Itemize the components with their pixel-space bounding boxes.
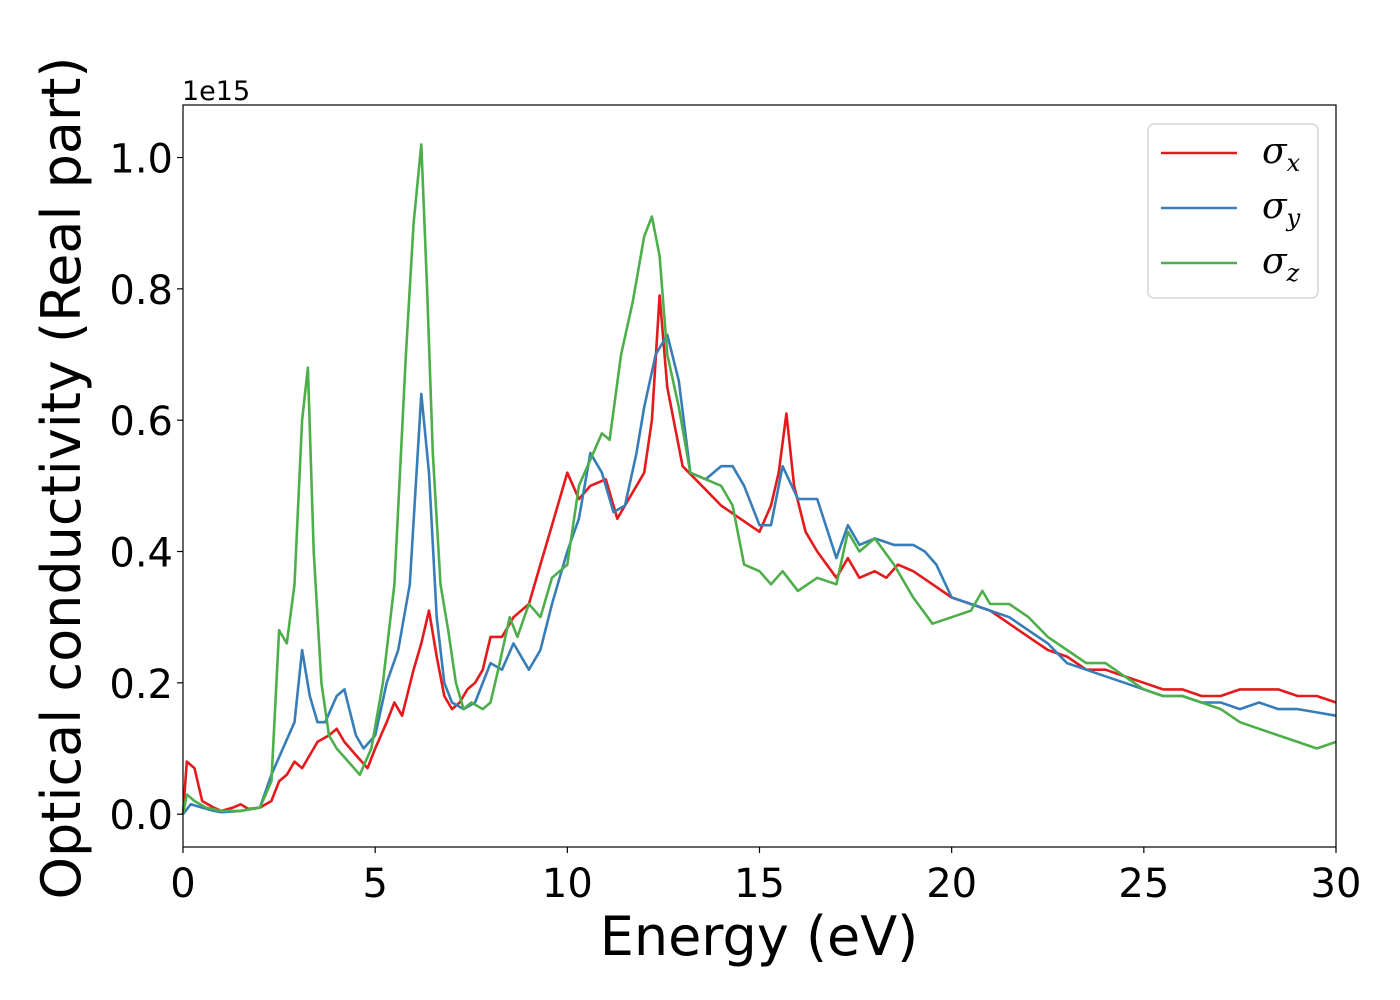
series-line-y	[183, 335, 1336, 814]
x-axis: 0 5 10 15 20 25 30	[170, 847, 1361, 907]
y-tick-label: 1.0	[109, 137, 173, 183]
y-offset-label: 1e15	[182, 76, 250, 107]
x-axis-label: Energy (eV)	[600, 905, 919, 968]
y-tick-label: 0.6	[109, 399, 173, 445]
y-tick-label: 0.2	[109, 662, 173, 708]
y-axis-label: Optical conductivity (Real part)	[30, 57, 93, 900]
x-tick-label: 20	[926, 861, 977, 907]
x-tick-label: 30	[1311, 861, 1362, 907]
x-tick-label: 10	[542, 861, 593, 907]
x-tick-label: 0	[170, 861, 195, 907]
y-tick-label: 0.8	[109, 268, 173, 314]
x-tick-label: 25	[1118, 861, 1169, 907]
y-axis: 0.0 0.2 0.4 0.6 0.8 1.0	[109, 137, 183, 840]
x-tick-label: 5	[362, 861, 387, 907]
y-tick-label: 0.0	[109, 793, 173, 839]
x-tick-label: 15	[734, 861, 785, 907]
y-tick-label: 0.4	[109, 531, 173, 577]
